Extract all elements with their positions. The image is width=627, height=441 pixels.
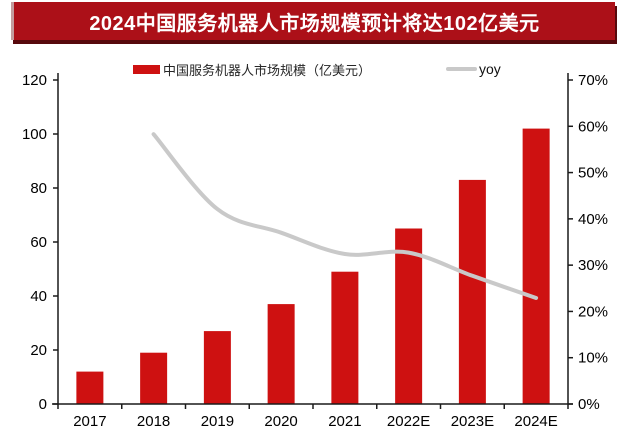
legend-label-yoy: yoy <box>479 61 501 77</box>
right-axis-tick-label: 20% <box>578 303 608 320</box>
right-axis-tick-label: 40% <box>578 211 608 228</box>
bar-series-swatch-icon <box>133 64 160 74</box>
left-axis-tick-label: 20 <box>30 342 47 359</box>
x-axis-category-label: 2018 <box>137 413 170 430</box>
x-axis-category-label: 2024E <box>514 413 557 430</box>
right-axis-tick-label: 0% <box>578 396 600 413</box>
x-axis-category-label: 2021 <box>328 413 361 430</box>
x-axis-category-label: 2019 <box>201 413 234 430</box>
bar-2019 <box>203 331 231 404</box>
x-axis-category-label: 2022E <box>387 413 430 430</box>
left-axis-tick-label: 100 <box>22 126 47 143</box>
bar-2018 <box>140 352 168 404</box>
page-title: 2024中国服务机器人市场规模预计将达102亿美元 <box>89 12 540 35</box>
right-axis-tick-label: 60% <box>578 118 608 135</box>
left-axis-tick-label: 0 <box>39 396 47 413</box>
left-axis-tick-label: 80 <box>30 180 47 197</box>
left-axis-tick-label: 40 <box>30 288 47 305</box>
left-axis-tick-label: 120 <box>22 72 47 89</box>
left-axis-tick-label: 60 <box>30 234 47 251</box>
right-axis-tick-label: 50% <box>578 165 608 182</box>
right-axis-tick-label: 70% <box>578 72 608 89</box>
x-axis-category-label: 2020 <box>264 413 297 430</box>
line-series-swatch-icon <box>446 67 477 71</box>
legend-label-market-size: 中国服务机器人市场规模（亿美元） <box>163 62 372 78</box>
right-axis-tick-label: 30% <box>578 257 608 274</box>
bar-2022E <box>395 228 423 404</box>
legend-item-market-size: 中国服务机器人市场规模（亿美元） <box>133 61 372 78</box>
title-banner: 2024中国服务机器人市场规模预计将达102亿美元 <box>11 2 615 40</box>
x-axis-category-label: 2023E <box>451 413 494 430</box>
legend-item-yoy: yoy <box>446 61 501 77</box>
right-axis-tick-label: 10% <box>578 350 608 367</box>
yoy-line <box>151 132 539 300</box>
bar-2023E <box>458 179 486 404</box>
x-axis-category-label: 2017 <box>73 413 106 430</box>
bar-2020 <box>267 304 295 404</box>
bar-2024E <box>522 128 550 404</box>
bar-series <box>76 128 550 404</box>
bar-2017 <box>76 371 104 404</box>
bar-2021 <box>331 271 359 404</box>
